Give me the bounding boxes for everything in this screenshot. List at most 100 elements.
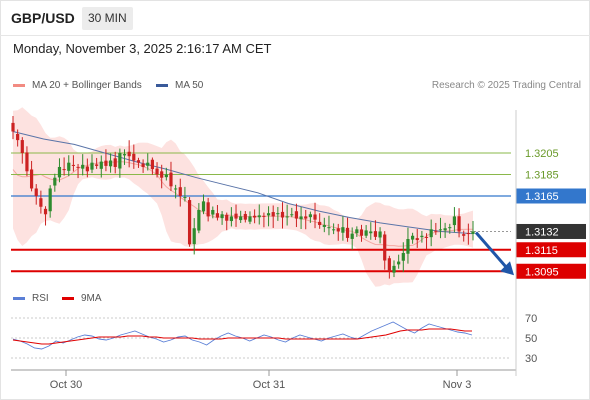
projection-arrow-shaft — [474, 231, 510, 271]
candle-body — [178, 187, 182, 196]
candle-body — [53, 177, 57, 186]
candle-body — [471, 231, 475, 234]
candle-body — [466, 233, 470, 235]
candle-body — [443, 228, 447, 231]
candle-body — [206, 202, 210, 217]
x-tick-label: Oct 30 — [50, 379, 82, 391]
candle-body — [220, 214, 224, 219]
candle-body — [253, 215, 257, 218]
candle-body — [197, 209, 201, 231]
legend-rsi-label: RSI — [32, 293, 49, 304]
candle-body — [71, 164, 76, 166]
candle-body — [16, 133, 20, 141]
candle-body — [85, 166, 89, 172]
candle-body — [183, 197, 187, 199]
level-label-1-3205: 1.3205 — [525, 148, 559, 160]
candle-body — [364, 230, 368, 236]
candle-body — [299, 216, 303, 220]
candles — [11, 116, 475, 279]
candle-body — [234, 213, 238, 219]
candle-body — [11, 122, 15, 132]
candle-body — [20, 140, 24, 153]
candle-body — [457, 216, 461, 232]
level-label-1-3115: 1.3115 — [525, 245, 558, 257]
level-label-1-3132-bg — [516, 223, 586, 239]
projection-arrowhead — [500, 261, 514, 276]
candle-body — [215, 213, 220, 218]
candle-body — [164, 174, 168, 178]
level-label-1-3132: 1.3132 — [525, 226, 559, 238]
candle-body — [127, 151, 131, 157]
candle-body — [387, 258, 391, 272]
rsi-series-9ma — [12, 328, 472, 345]
candle-body — [48, 188, 52, 212]
ma20-swatch — [13, 84, 25, 87]
candle-body — [257, 215, 261, 218]
legend-ma50-label: MA 50 — [175, 80, 204, 91]
candle-body — [39, 198, 43, 207]
candle-body — [118, 153, 122, 169]
candle-body — [108, 160, 113, 167]
rsi-tick-50: 50 — [525, 333, 537, 345]
candle-body — [438, 229, 443, 231]
candle-body — [383, 234, 387, 261]
candle-body — [462, 234, 466, 236]
candle-body — [266, 213, 271, 216]
level-label-1-3095-bg — [516, 263, 586, 279]
rsi-tick-30: 30 — [525, 353, 537, 365]
candle-body — [29, 169, 34, 189]
candle-body — [99, 161, 103, 169]
candle-body — [434, 230, 438, 232]
candle-body — [280, 211, 285, 218]
candle-body — [187, 200, 192, 245]
candle-body — [57, 166, 62, 178]
rsi-series-rsi — [12, 321, 473, 350]
candle-body — [225, 214, 229, 221]
candle-body — [318, 221, 322, 226]
symbol-title: GBP/USD — [11, 10, 75, 26]
candle-body — [401, 252, 405, 261]
level-label-1-3165: 1.3165 — [525, 191, 559, 203]
candle-body — [211, 209, 215, 215]
candle-body — [308, 214, 312, 218]
candle-body — [43, 208, 48, 215]
candle-body — [113, 158, 117, 167]
candle-body — [350, 233, 354, 239]
candle-body — [271, 212, 275, 217]
x-tick-label: Oct 31 — [253, 379, 285, 391]
candle-body — [174, 188, 178, 190]
candle-body — [192, 228, 196, 245]
rsi-tick-70: 70 — [525, 313, 537, 325]
candle-body — [104, 160, 108, 166]
candle-body — [239, 216, 243, 221]
legend-9ma-label: 9MA — [81, 293, 102, 304]
candle-body — [397, 261, 401, 265]
candle-body — [332, 229, 336, 231]
candle-body — [285, 216, 289, 218]
candle-body — [336, 228, 340, 232]
candle-body — [378, 231, 382, 238]
timestamp: Monday, November 3, 2025 2:16:17 AM CET — [13, 41, 272, 56]
header-divider — [0, 35, 590, 36]
candle-body — [122, 154, 127, 156]
candle-body — [290, 214, 294, 216]
candle-body — [355, 229, 359, 234]
level-label-1-3165-bg — [516, 188, 586, 204]
legend-rsi: RSI — [13, 293, 49, 304]
candle-body — [262, 215, 266, 217]
candle-body — [141, 163, 145, 167]
timeframe-button[interactable]: 30 MIN — [82, 7, 133, 30]
candle-body — [345, 227, 350, 238]
candle-body — [369, 231, 373, 234]
candle-body — [136, 160, 141, 163]
candle-body — [243, 213, 247, 220]
candle-body — [76, 166, 80, 168]
candle-body — [25, 152, 29, 172]
candle-body — [34, 188, 38, 196]
ma20-line — [12, 160, 473, 247]
candle-body — [322, 225, 326, 227]
candle-body — [67, 162, 71, 171]
candle-body — [452, 216, 457, 226]
legend-ma20: MA 20 + Bollinger Bands — [13, 80, 142, 91]
